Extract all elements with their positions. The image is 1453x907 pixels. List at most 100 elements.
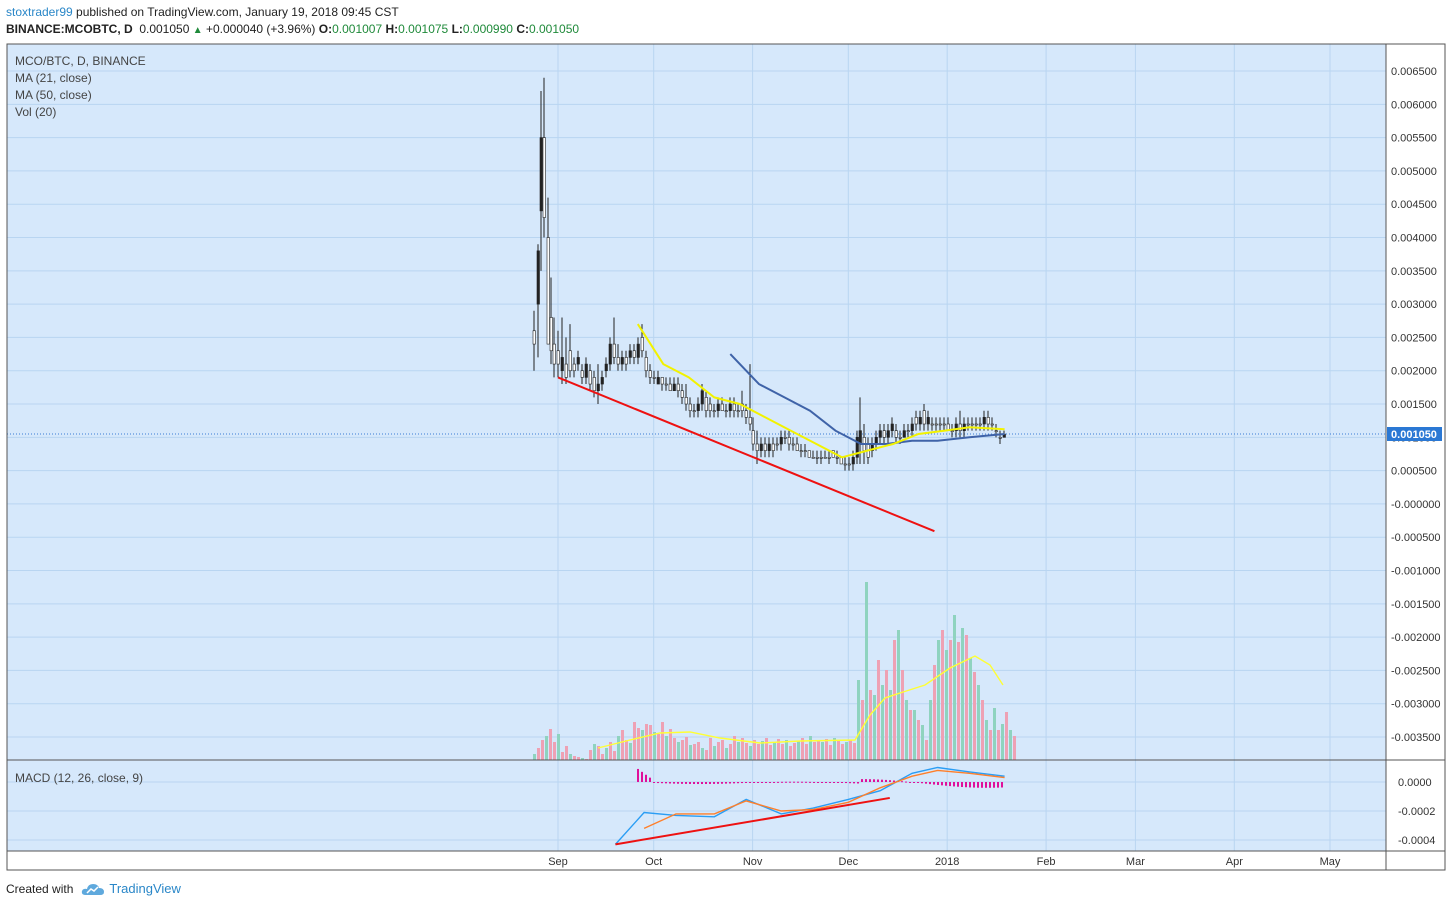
macd-hist-bar bbox=[929, 782, 931, 785]
volume-bar bbox=[577, 757, 580, 760]
macd-hist-bar bbox=[709, 782, 711, 784]
volume-bar bbox=[729, 744, 732, 760]
volume-bar bbox=[633, 722, 636, 760]
candle-body bbox=[787, 437, 791, 445]
candle-body bbox=[556, 350, 560, 365]
volume-bar bbox=[861, 700, 864, 760]
volume-bar bbox=[613, 751, 616, 760]
price-tick-label: -0.003000 bbox=[1391, 699, 1441, 711]
price-tick-label: -0.003500 bbox=[1391, 732, 1441, 744]
volume-bar bbox=[809, 736, 812, 760]
macd-hist-bar bbox=[757, 782, 759, 783]
macd-hist-bar bbox=[765, 782, 767, 783]
candle-body bbox=[751, 430, 755, 445]
macd-hist-bar bbox=[925, 782, 927, 784]
volume-bar bbox=[957, 642, 960, 760]
macd-hist-bar bbox=[949, 782, 951, 787]
volume-bar bbox=[781, 744, 784, 760]
volume-bar bbox=[761, 741, 764, 760]
x-tick-label: Apr bbox=[1226, 856, 1243, 868]
candle-body bbox=[827, 457, 831, 459]
volume-bar bbox=[653, 732, 656, 760]
volume-bar bbox=[785, 740, 788, 760]
volume-bar bbox=[793, 743, 796, 760]
volume-bar bbox=[897, 630, 900, 760]
macd-hist-bar bbox=[693, 782, 695, 785]
volume-bar bbox=[789, 746, 792, 760]
volume-bar bbox=[901, 670, 904, 760]
macd-hist-bar bbox=[869, 779, 871, 782]
price-tick-label: -0.000000 bbox=[1391, 499, 1441, 511]
macd-hist-bar bbox=[893, 780, 895, 782]
candle-body bbox=[546, 237, 550, 345]
volume-bar bbox=[669, 729, 672, 760]
candle-body bbox=[930, 423, 934, 426]
candle-body bbox=[572, 363, 576, 372]
macd-line bbox=[614, 766, 1005, 845]
volume-bar bbox=[765, 738, 768, 760]
volume-legend[interactable]: Vol (20) bbox=[15, 105, 57, 119]
volume-bar bbox=[993, 708, 996, 760]
macd-hist-bar bbox=[645, 774, 647, 782]
candle-body bbox=[775, 443, 779, 446]
volume-bar bbox=[857, 680, 860, 760]
volume-bar bbox=[557, 734, 560, 760]
candle-body bbox=[716, 403, 720, 411]
macd-hist-bar bbox=[989, 782, 991, 788]
candle-body bbox=[815, 457, 819, 459]
candle-body bbox=[612, 343, 616, 358]
volume-bar bbox=[873, 695, 876, 760]
ma21-legend[interactable]: MA (21, close) bbox=[15, 71, 92, 85]
volume-bar bbox=[589, 750, 592, 760]
volume-bar bbox=[725, 748, 728, 760]
macd-hist-bar bbox=[921, 782, 923, 784]
candle-body bbox=[728, 403, 732, 411]
price-tick-label: 0.003500 bbox=[1391, 266, 1437, 278]
candle-body bbox=[942, 423, 946, 426]
volume-bar bbox=[869, 690, 872, 760]
last-price-tag-label: 0.001050 bbox=[1391, 429, 1437, 441]
volume-bar bbox=[637, 728, 640, 760]
candle-body bbox=[672, 383, 676, 392]
candle-body bbox=[847, 463, 851, 466]
volume-bar bbox=[817, 740, 820, 760]
x-tick-label: May bbox=[1320, 856, 1341, 868]
candle-body bbox=[636, 343, 640, 358]
macd-legend[interactable]: MACD (12, 26, close, 9) bbox=[15, 771, 144, 785]
macd-hist-bar bbox=[677, 782, 679, 784]
candle-body bbox=[823, 457, 827, 459]
volume-bar bbox=[881, 685, 884, 760]
quote-header: BINANCE:MCOBTC, D 0.001050 ▲ +0.000040 (… bbox=[6, 21, 579, 39]
volume-bar bbox=[769, 745, 772, 760]
candle-body bbox=[568, 350, 572, 372]
volume-ma-line bbox=[597, 655, 1004, 749]
open-value: 0.001007 bbox=[332, 22, 383, 36]
macd-hist-bar bbox=[789, 781, 791, 783]
ma50-legend[interactable]: MA (50, close) bbox=[15, 88, 92, 102]
volume-bar bbox=[661, 722, 664, 760]
candle-body bbox=[740, 403, 744, 411]
volume-bar bbox=[849, 740, 852, 760]
candle-body bbox=[835, 457, 839, 459]
price-tick-label: 0.002500 bbox=[1391, 332, 1437, 344]
candle-body bbox=[819, 457, 823, 459]
macd-hist-bar bbox=[853, 782, 855, 784]
volume-bar bbox=[545, 736, 548, 760]
candle-body bbox=[744, 410, 748, 418]
macd-hist-bar bbox=[941, 782, 943, 786]
high-value: 0.001075 bbox=[398, 22, 449, 36]
price-tick-label: 0.002000 bbox=[1391, 366, 1437, 378]
author-link[interactable]: stoxtrader99 bbox=[6, 5, 73, 19]
volume-bar bbox=[853, 743, 856, 760]
macd-hist-bar bbox=[917, 782, 919, 783]
macd-hist-bar bbox=[805, 781, 807, 783]
footer: Created with TradingView bbox=[6, 881, 181, 896]
tradingview-link[interactable]: TradingView bbox=[109, 881, 181, 896]
macd-hist-bar bbox=[985, 782, 987, 788]
volume-bar bbox=[581, 758, 584, 760]
volume-bar bbox=[601, 754, 604, 760]
candle-body bbox=[922, 410, 926, 425]
macd-tick-label: -0.0002 bbox=[1398, 806, 1435, 818]
candle-body bbox=[552, 343, 556, 365]
